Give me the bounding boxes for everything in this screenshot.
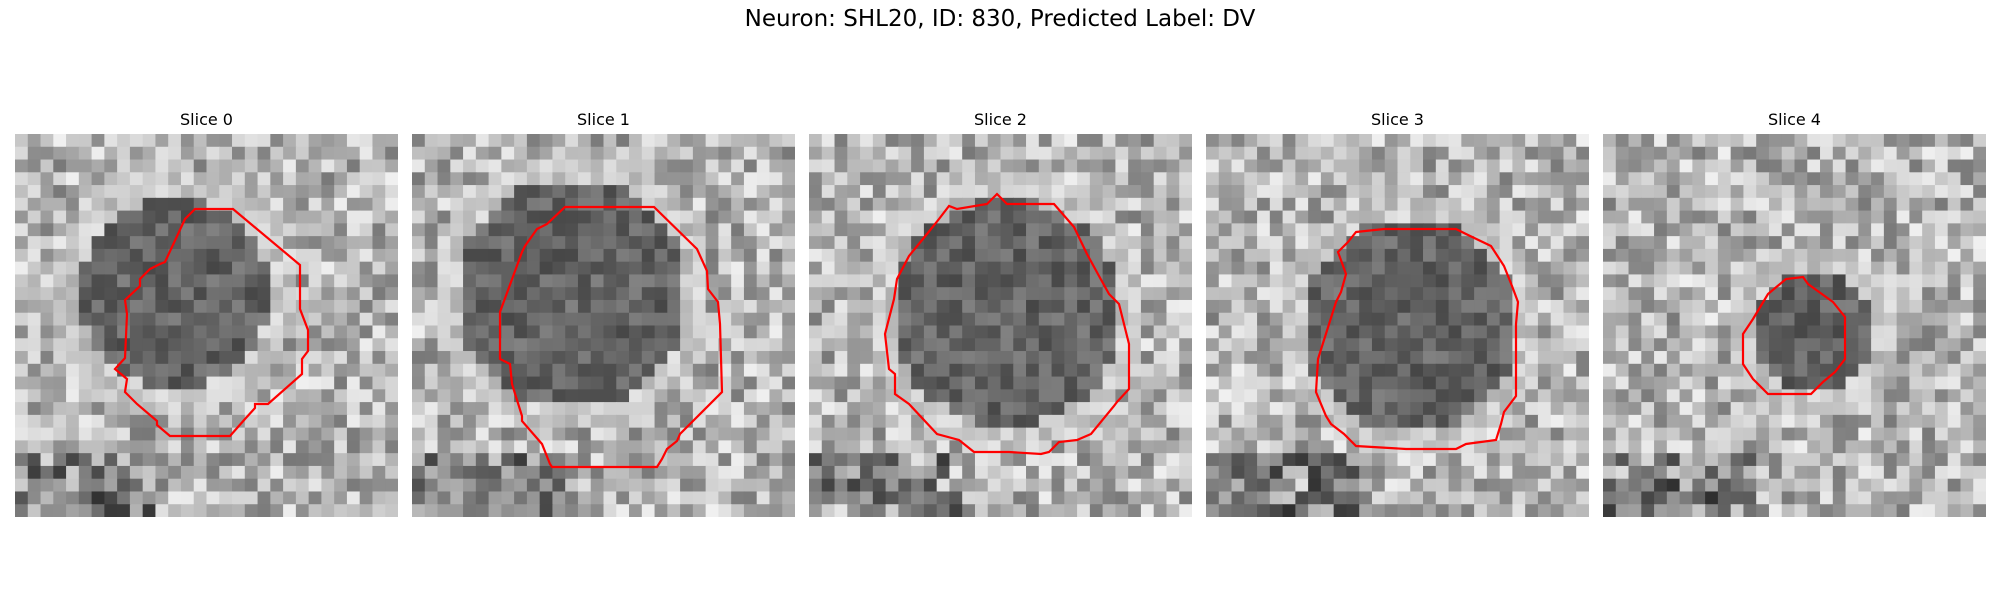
pixel-grid-0 <box>15 134 398 517</box>
segmentation-contour-2 <box>883 192 1131 456</box>
pixel-grid-2 <box>809 134 1192 517</box>
slice-panel-3: Slice 3 <box>1206 108 1589 517</box>
slice-panel-2: Slice 2 <box>809 108 1192 517</box>
slice-svg-1 <box>412 134 795 517</box>
slice-image-1 <box>412 134 795 517</box>
slice-svg-3 <box>1206 134 1589 517</box>
slice-svg-2 <box>809 134 1192 517</box>
segmentation-contour-1 <box>498 205 724 469</box>
segmentation-contour-0 <box>113 207 310 438</box>
pixel-grid-4 <box>1603 134 1986 517</box>
slice-image-4 <box>1603 134 1986 517</box>
pixel-grid-1 <box>412 134 795 517</box>
slice-title-2: Slice 2 <box>974 110 1027 129</box>
figure-title: Neuron: SHL20, ID: 830, Predicted Label:… <box>744 6 1256 32</box>
slice-image-3 <box>1206 134 1589 517</box>
pixel-grid-3 <box>1206 134 1589 517</box>
segmentation-contour-4 <box>1741 275 1847 396</box>
slice-svg-0 <box>15 134 398 517</box>
slice-title-3: Slice 3 <box>1371 110 1424 129</box>
slice-panel-4: Slice 4 <box>1603 108 1986 517</box>
segmentation-contour-3 <box>1314 227 1520 451</box>
slice-panel-0: Slice 0 <box>15 108 398 517</box>
slice-title-1: Slice 1 <box>577 110 630 129</box>
slice-image-2 <box>809 134 1192 517</box>
slice-panel-1: Slice 1 <box>412 108 795 517</box>
slice-title-4: Slice 4 <box>1768 110 1821 129</box>
slice-svg-4 <box>1603 134 1986 517</box>
slice-title-0: Slice 0 <box>180 110 233 129</box>
slice-image-0 <box>15 134 398 517</box>
